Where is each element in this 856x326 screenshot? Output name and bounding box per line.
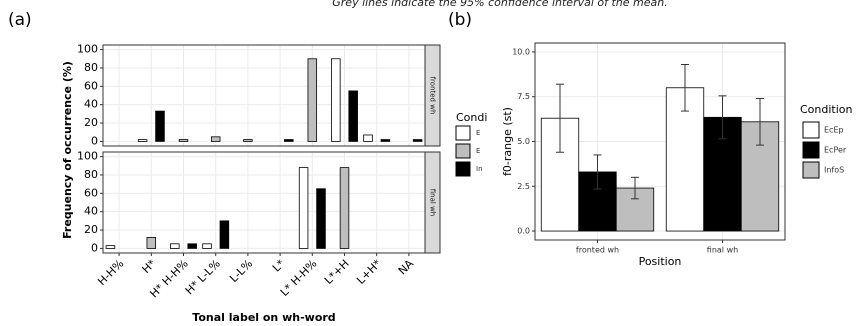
legend-swatch [455,125,471,141]
bar [146,236,157,249]
bar [298,167,309,249]
x-tick-label: final wh [707,246,738,255]
bar [105,245,116,249]
strip-label: fronted wh [429,77,437,115]
x-tick-label: NA [396,257,417,278]
y-tick-label: 80 [84,168,98,181]
x-tick-label: L*+H [322,257,352,287]
y-tick-label: 0.0 [517,227,530,236]
bar [363,134,373,142]
x-tick-label: L+H* [354,257,384,287]
bar [331,58,341,142]
y-tick-label: 40 [84,205,98,218]
legend-swatch [455,143,471,159]
panel [103,152,425,253]
legend-label: EcPer [824,146,847,155]
y-tick-label: 5.0 [517,137,530,146]
bar [187,243,197,249]
y-tick-label: 20 [84,116,98,129]
bar [665,87,705,232]
bar [380,139,391,142]
y-tick-label: 80 [84,61,98,74]
y-tick-label: 10.0 [512,47,530,56]
caption: Grey lines indicate the 95% confidence i… [332,0,668,9]
y-tick-label: 100 [77,43,98,56]
bar [339,167,350,249]
legend-swatch [802,161,820,179]
strip [424,151,441,254]
legend-title: Condi [456,111,487,124]
x-tick-label: H-H% [95,257,126,288]
bar [210,136,221,142]
bar [219,220,230,249]
legend-label: In [476,165,483,173]
legend-label: EcEp [824,126,844,135]
panel-border [534,42,786,241]
legend-label: E [476,147,480,155]
legend-swatch [455,161,471,177]
legend-swatch [802,121,820,139]
bar [316,188,326,249]
y-axis-label: f0-range (st) [501,107,514,176]
strip-label: final wh [429,189,437,216]
y-tick-label: 100 [77,150,98,163]
x-axis-label: Position [639,255,682,268]
bar [202,243,212,249]
y-tick-label: 0 [91,241,98,254]
legend-swatch [802,141,820,159]
legend-title: Condition [800,103,853,116]
bar [178,139,189,142]
panel-label: (a) [8,10,32,30]
bar [243,139,253,142]
bar [137,139,148,142]
x-tick-label: fronted wh [576,246,619,255]
bar [412,139,423,142]
x-tick-label: H* L-L% [183,257,223,297]
panel-label: (b) [448,10,472,30]
y-tick-label: 2.5 [517,182,530,191]
legend-label: E [476,129,480,137]
x-tick-label: L* [270,257,288,275]
x-tick-label: H* [140,257,159,276]
bar [284,139,294,142]
x-tick-label: L-L% [227,257,255,285]
strip [424,44,441,147]
x-axis-label: Tonal label on wh-word [192,311,335,324]
y-tick-label: 40 [84,98,98,111]
bar [155,110,165,142]
y-tick-label: 7.5 [517,92,530,101]
y-axis-label: Frequency of occurrence (%) [61,61,74,239]
bar [170,243,180,249]
bar [307,58,318,142]
y-tick-label: 60 [84,79,98,92]
y-tick-label: 0 [91,134,98,147]
y-tick-label: 20 [84,223,98,236]
bar [348,90,358,142]
y-tick-label: 60 [84,186,98,199]
legend-label: InfoS [824,166,844,175]
